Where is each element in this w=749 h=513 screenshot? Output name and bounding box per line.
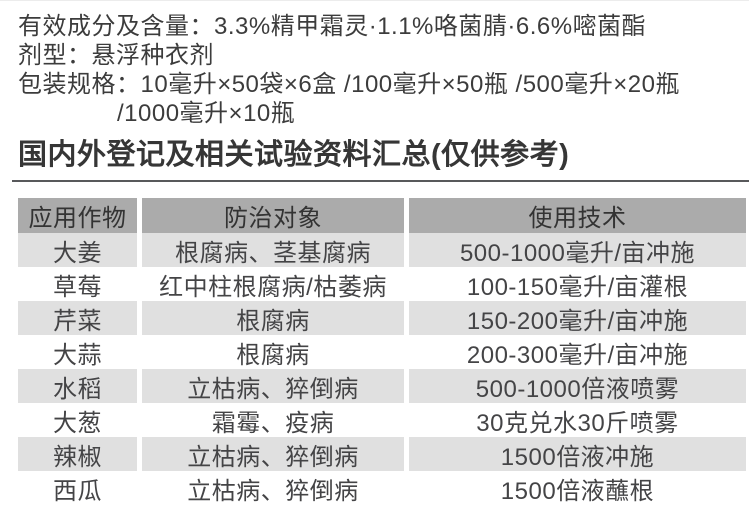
table-row: 辣椒 立枯病、猝倒病 1500倍液冲施	[18, 437, 746, 471]
table-row: 大葱 霜霉、疫病 30克兑水30斤喷雾	[18, 403, 746, 437]
usage-cell: 100-150毫升/亩灌根	[409, 267, 746, 301]
table-row: 芹菜 根腐病 150-200毫升/亩冲施	[18, 301, 746, 335]
column-header-usage: 使用技术	[409, 198, 746, 233]
title-divider	[12, 180, 749, 182]
crop-cell: 大姜	[18, 233, 137, 267]
table-row: 水稻 立枯病、猝倒病 500-1000倍液喷雾	[18, 369, 746, 403]
usage-cell: 500-1000倍液喷雾	[409, 369, 746, 403]
packaging-line-1: 包装规格：10毫升×50袋×6盒 /100毫升×50瓶 /500毫升×20瓶	[18, 71, 680, 98]
active-ingredients-line: 有效成分及含量：3.3%精甲霜灵·1.1%咯菌腈·6.6%嘧菌酯	[18, 13, 647, 40]
crop-cell: 辣椒	[18, 437, 137, 471]
crop-cell: 大葱	[18, 403, 137, 437]
target-cell: 根腐病	[142, 301, 404, 335]
usage-cell: 1500倍液蘸根	[409, 471, 746, 505]
product-info: 有效成分及含量：3.3%精甲霜灵·1.1%咯菌腈·6.6%嘧菌酯 剂型：悬浮种衣…	[0, 1, 749, 128]
usage-cell: 500-1000毫升/亩冲施	[409, 233, 746, 267]
crop-cell: 芹菜	[18, 301, 137, 335]
registration-table: 应用作物 防治对象 使用技术 大姜 根腐病、茎基腐病 500-1000毫升/亩冲…	[18, 198, 746, 505]
crop-cell: 西瓜	[18, 471, 137, 505]
target-cell: 霜霉、疫病	[142, 403, 404, 437]
table-row: 大蒜 根腐病 200-300毫升/亩冲施	[18, 335, 746, 369]
table-header-row: 应用作物 防治对象 使用技术	[18, 198, 746, 233]
table-row: 草莓 红中柱根腐病/枯萎病 100-150毫升/亩灌根	[18, 267, 746, 301]
target-cell: 立枯病、猝倒病	[142, 369, 404, 403]
usage-cell: 200-300毫升/亩冲施	[409, 335, 746, 369]
usage-cell: 30克兑水30斤喷雾	[409, 403, 746, 437]
packaging-line-2: /1000毫升×10瓶	[117, 100, 296, 127]
target-cell: 立枯病、猝倒病	[142, 471, 404, 505]
crop-cell: 草莓	[18, 267, 137, 301]
target-cell: 立枯病、猝倒病	[142, 437, 404, 471]
target-cell: 根腐病	[142, 335, 404, 369]
usage-cell: 150-200毫升/亩冲施	[409, 301, 746, 335]
section-title: 国内外登记及相关试验资料汇总(仅供参考)	[18, 139, 570, 171]
crop-cell: 水稻	[18, 369, 137, 403]
column-header-target: 防治对象	[142, 198, 404, 233]
usage-cell: 1500倍液冲施	[409, 437, 746, 471]
table-row: 西瓜 立枯病、猝倒病 1500倍液蘸根	[18, 471, 746, 505]
crop-cell: 大蒜	[18, 335, 137, 369]
table-row: 大姜 根腐病、茎基腐病 500-1000毫升/亩冲施	[18, 233, 746, 267]
formulation-line: 剂型：悬浮种衣剂	[18, 42, 214, 69]
column-header-crop: 应用作物	[18, 198, 137, 233]
target-cell: 根腐病、茎基腐病	[142, 233, 404, 267]
target-cell: 红中柱根腐病/枯萎病	[142, 267, 404, 301]
